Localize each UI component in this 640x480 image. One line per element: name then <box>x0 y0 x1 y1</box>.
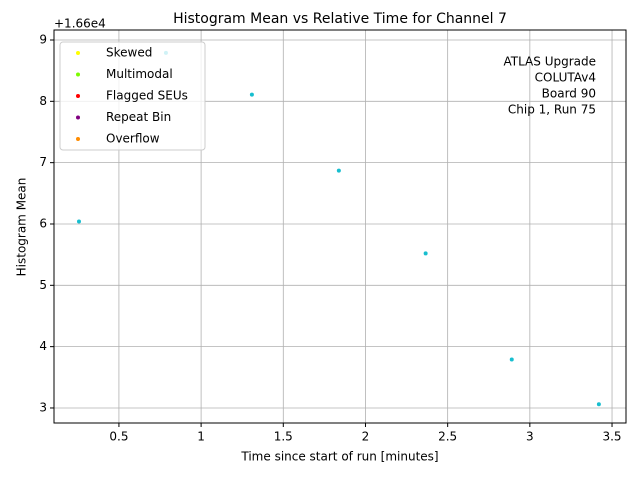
legend-label: Multimodal <box>106 67 173 81</box>
y-tick-label: 5 <box>39 278 47 292</box>
point <box>509 357 514 362</box>
legend-marker <box>76 94 80 98</box>
y-tick-label: 3 <box>39 400 47 414</box>
x-tick-label: 2.5 <box>438 430 457 444</box>
legend-label: Skewed <box>106 46 152 60</box>
x-tick-label: 2 <box>362 430 370 444</box>
legend-marker <box>76 115 80 120</box>
x-tick-label: 3.5 <box>602 430 621 444</box>
x-tick-label: 0.5 <box>109 430 128 444</box>
y-offset-label: +1.66e4 <box>54 17 106 31</box>
annotation: Chip 1, Run 75 <box>508 103 596 117</box>
y-tick-label: 9 <box>39 32 47 46</box>
legend-marker <box>76 72 80 77</box>
x-tick-label: 3 <box>526 430 534 444</box>
plot-frame <box>53 29 627 424</box>
y-axis-label: Histogram Mean <box>15 178 29 277</box>
y-tick-label: 4 <box>39 339 47 353</box>
x-tick-label: 1 <box>197 430 205 444</box>
y-tick-label: 7 <box>39 155 47 169</box>
annotation: Board 90 <box>542 87 596 101</box>
legend-marker <box>76 137 80 141</box>
point <box>336 168 341 173</box>
legend-label: Repeat Bin <box>106 110 171 124</box>
chart-title: Histogram Mean vs Relative Time for Chan… <box>173 11 507 27</box>
annotation: ATLAS Upgrade <box>503 55 596 69</box>
y-tick-label: 8 <box>39 94 47 108</box>
legend-label: Flagged SEUs <box>106 89 188 103</box>
point <box>423 251 428 256</box>
legend: Skewed Multimodal Flagged SEUs Repeat Bin Ov… <box>59 41 206 151</box>
legend-box <box>59 41 206 151</box>
x-tick-label: 1.5 <box>274 430 293 444</box>
y-tick-label: 6 <box>39 216 47 230</box>
point <box>249 92 254 97</box>
point <box>596 402 601 407</box>
annotation: COLUTAv4 <box>535 71 596 85</box>
legend-label: Overflow <box>106 132 160 146</box>
x-axis-label: Time since start of run [minutes] <box>240 450 438 464</box>
point <box>76 219 81 224</box>
legend-marker <box>76 51 80 55</box>
